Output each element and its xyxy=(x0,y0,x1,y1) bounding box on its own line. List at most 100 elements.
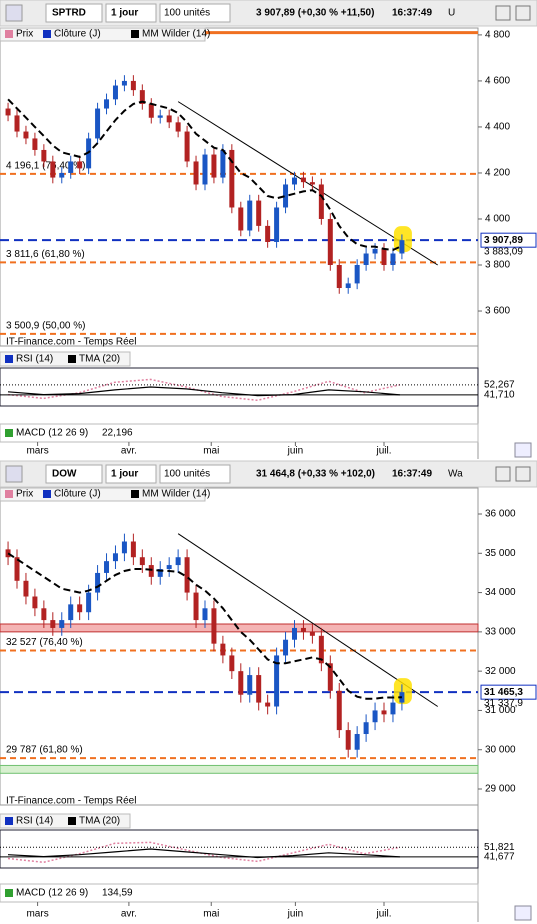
period-box[interactable] xyxy=(105,3,157,23)
period-box[interactable] xyxy=(105,464,157,484)
level-label: 3 500,9 (50,00 %) xyxy=(6,320,86,331)
candle-body xyxy=(381,710,387,715)
candle-body xyxy=(148,565,154,577)
y-tick-label: 34 000 xyxy=(485,587,516,598)
highlight xyxy=(393,226,412,253)
close-button[interactable] xyxy=(515,466,531,482)
candle-body xyxy=(193,161,199,185)
candle-body xyxy=(139,557,145,566)
symbol[interactable]: DOW xyxy=(52,469,77,480)
candle-body xyxy=(265,225,271,242)
legend-label: Prix xyxy=(16,489,33,500)
candle-body xyxy=(318,184,324,219)
candle-body xyxy=(220,149,226,178)
menu-button[interactable] xyxy=(5,465,23,483)
candle-body xyxy=(327,218,333,266)
last-price-box xyxy=(480,684,537,700)
macd-value: 134,59 xyxy=(102,888,133,899)
candle-body xyxy=(220,643,226,656)
legend-box xyxy=(0,487,206,502)
legend-label: MM Wilder (14) xyxy=(142,489,210,500)
x-tick-label: avr. xyxy=(121,909,137,920)
tma-line xyxy=(7,848,401,859)
size[interactable]: 100 unités xyxy=(164,8,210,19)
candle-body xyxy=(77,604,83,613)
candle-body xyxy=(336,265,342,289)
quote: 3 907,89 (+0,30 % +11,50) xyxy=(256,8,374,19)
candle-body xyxy=(95,572,101,593)
last-price-label: 3 907,89 xyxy=(484,235,523,246)
candle-body xyxy=(229,655,235,672)
window-button[interactable] xyxy=(495,466,511,482)
legend-swatch xyxy=(43,30,51,38)
candle-body xyxy=(283,184,289,208)
y-tick-label: 36 000 xyxy=(485,509,516,520)
candle-body xyxy=(68,604,74,621)
period[interactable]: 1 jour xyxy=(111,469,138,480)
candle-body xyxy=(68,161,74,173)
legend-swatch xyxy=(5,429,13,437)
trendline xyxy=(177,533,438,707)
toolbar-extra: U xyxy=(448,8,455,19)
candle-body xyxy=(32,138,38,150)
candle-body xyxy=(157,115,163,118)
rsi-legend-box xyxy=(0,351,131,367)
candle-body xyxy=(354,265,360,284)
candle-body xyxy=(247,200,253,231)
legend-swatch xyxy=(5,30,13,38)
candle-body xyxy=(372,248,378,254)
candle-body xyxy=(139,90,145,104)
candle-body xyxy=(104,99,110,109)
candle-body xyxy=(41,149,47,162)
candle-body xyxy=(309,182,315,185)
toolbar-extra: Wa xyxy=(448,469,463,480)
close-button[interactable] xyxy=(515,5,531,21)
candle-body xyxy=(238,671,244,695)
scroll-button[interactable] xyxy=(514,442,532,458)
x-tick-label: juin xyxy=(287,909,304,920)
legend-swatch xyxy=(131,30,139,38)
rsi-label: RSI (14) xyxy=(16,816,53,827)
legend-swatch xyxy=(5,817,13,825)
candle-body xyxy=(211,154,217,178)
candle-body xyxy=(86,592,92,613)
legend-swatch xyxy=(5,490,13,498)
rsi-value: 41,677 xyxy=(484,852,515,863)
macd-label: MACD (12 26 9) xyxy=(16,888,88,899)
menu-button[interactable] xyxy=(5,4,23,22)
candle-body xyxy=(14,115,20,132)
candle-body xyxy=(399,692,405,703)
y-tick-label: 3 800 xyxy=(485,260,510,271)
symbol-box[interactable] xyxy=(45,464,103,484)
symbol-box[interactable] xyxy=(45,3,103,23)
window-button[interactable] xyxy=(495,5,511,21)
candle-body xyxy=(14,557,20,581)
candle-body xyxy=(32,596,38,609)
y-tick-label: 35 000 xyxy=(485,548,516,559)
candle-body xyxy=(300,177,306,183)
x-tick-label: mai xyxy=(203,446,219,457)
period[interactable]: 1 jour xyxy=(111,8,138,19)
macd-panel xyxy=(0,883,479,903)
size[interactable]: 100 unités xyxy=(164,469,210,480)
ma-last-label: 3 883,09 xyxy=(484,247,523,258)
candle-body xyxy=(202,154,208,185)
x-tick-label: avr. xyxy=(121,446,137,457)
legend-swatch xyxy=(131,490,139,498)
size-box[interactable] xyxy=(159,3,231,23)
quote: 31 464,8 (+0,33 % +102,0) xyxy=(256,469,375,480)
candle-body xyxy=(247,675,253,695)
candle-body xyxy=(175,557,181,566)
y-tick-label: 32 000 xyxy=(485,666,516,677)
y-tick-label: 4 000 xyxy=(485,214,510,225)
scroll-button[interactable] xyxy=(514,905,532,921)
symbol[interactable]: SPTRD xyxy=(52,8,86,19)
x-tick-label: mai xyxy=(203,909,219,920)
last-price-box xyxy=(480,232,537,248)
level-label: 4 196,1 (76,40 %) xyxy=(6,161,86,172)
size-box[interactable] xyxy=(159,464,231,484)
candle-body xyxy=(50,161,56,178)
candle-body xyxy=(372,710,378,723)
candle-body xyxy=(390,253,396,266)
